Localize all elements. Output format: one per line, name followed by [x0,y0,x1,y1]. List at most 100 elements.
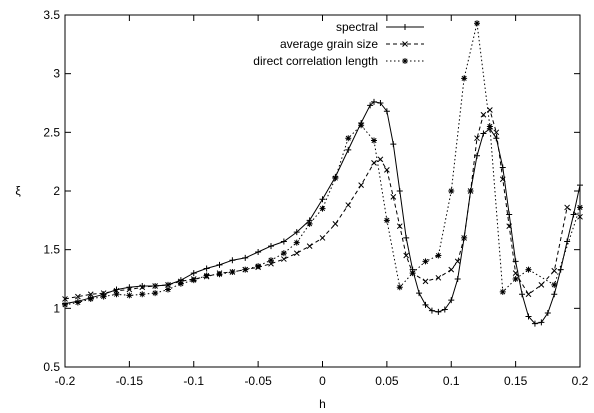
data-point [165,286,171,293]
data-point [564,204,570,211]
data-point [280,238,287,245]
data-point [216,271,223,278]
data-point [499,176,506,183]
data-point [499,164,506,171]
data-point [371,159,377,166]
y-tick-label: 1.5 [43,243,60,257]
data-point [474,20,480,27]
data-point [332,220,339,227]
data-point [242,254,249,261]
data-point [480,111,487,118]
y-axis-label: ξ [15,184,21,198]
data-point [519,291,526,298]
data-point [512,270,519,276]
data-point [190,277,197,284]
data-point [435,252,442,259]
legend-label: spectral [336,20,378,34]
x-tick-label: -0.15 [116,374,144,388]
data-point [448,188,455,194]
data-point [177,280,184,287]
data-point [402,41,408,47]
data-point [531,320,538,327]
data-point [538,319,545,326]
data-point [499,288,506,295]
y-tick-label: 2 [53,184,60,198]
data-point [512,276,519,282]
data-point [506,211,513,218]
data-point [448,297,455,304]
x-tick-label: 0.1 [443,374,460,388]
x-tick-label: 0.15 [504,374,528,388]
data-point [293,250,300,257]
data-point [383,108,390,115]
data-point [564,238,571,245]
data-point [229,257,236,264]
x-tick-label: 0.2 [572,374,589,388]
data-point [396,223,403,230]
data-point [461,235,467,241]
data-point [402,58,408,64]
data-point [293,239,300,246]
series-layer [62,20,583,327]
data-point [486,123,493,130]
data-point [255,263,262,270]
data-point [139,291,146,298]
data-point [139,284,146,291]
data-point [544,310,551,317]
data-point [384,167,390,173]
data-point [306,243,313,250]
data-point [281,256,287,262]
data-point [403,252,410,259]
data-point [242,266,249,273]
data-point [493,135,500,142]
data-point [428,307,435,314]
data-point [165,282,171,288]
data-point [390,141,397,148]
data-point [345,135,352,142]
y-tick-label: 3 [53,67,60,81]
series-3 [62,20,583,308]
data-point [367,102,374,109]
data-point [75,293,81,300]
data-point [390,194,397,200]
data-point [448,266,455,273]
data-point [422,258,429,265]
data-point [377,100,384,106]
data-point [551,281,558,288]
data-point [345,146,352,153]
data-point [319,196,326,203]
x-tick-label: 0 [319,374,326,388]
data-point [402,24,408,30]
data-point [371,98,377,105]
data-point [525,266,532,273]
data-point [216,261,223,268]
data-point [422,301,429,308]
data-point [74,299,81,306]
y-tick-label: 2.5 [43,125,60,139]
data-point [454,258,461,265]
data-point [152,290,159,297]
data-point [409,270,416,277]
data-point [203,265,210,272]
data-point [268,257,274,264]
data-point [255,249,262,256]
data-point [551,291,558,298]
data-point [435,274,442,281]
y-tick-label: 1 [53,301,60,315]
plot-frame [64,14,581,368]
data-point [422,278,429,285]
data-point [203,272,210,279]
data-point [280,250,287,257]
data-point [454,276,461,282]
data-point [493,129,500,136]
data-point [441,306,448,313]
series-line [64,109,581,300]
legend-label: average grain size [280,37,378,51]
data-point [139,283,146,290]
data-point [190,270,197,277]
y-axis-ticks: 0.5 1 1.5 2 2.5 3 3.5 [43,8,580,374]
data-point [377,156,384,163]
data-point [506,223,513,230]
data-point [306,220,313,227]
